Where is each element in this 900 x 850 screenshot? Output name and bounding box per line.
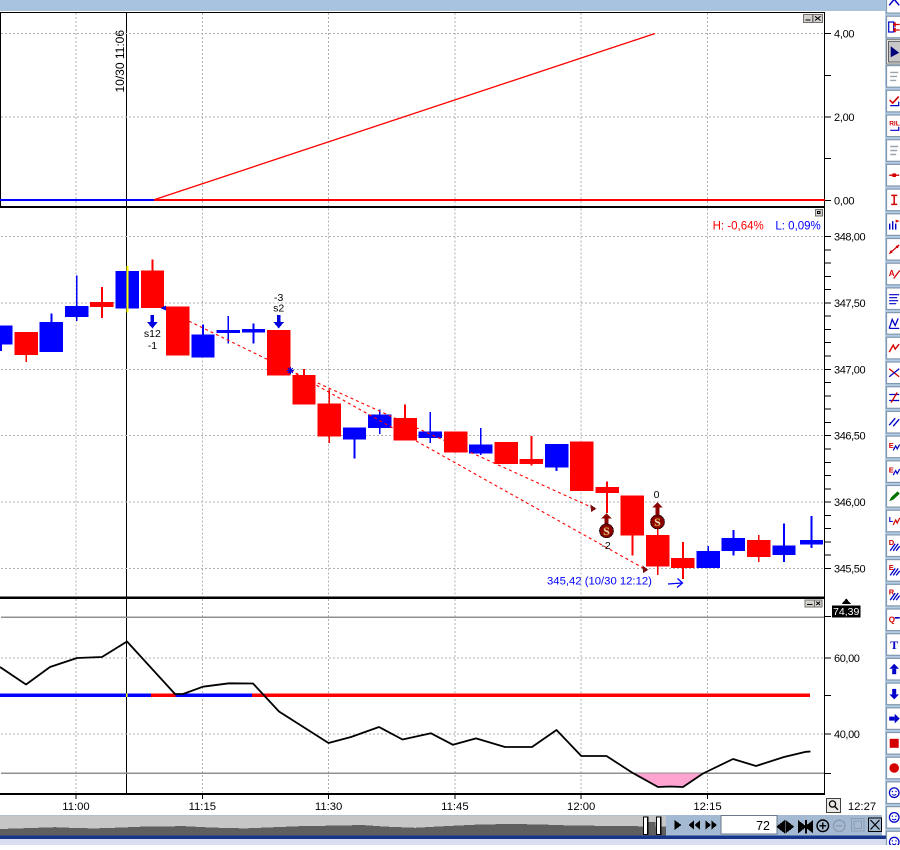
svg-text:12:15: 12:15	[693, 801, 721, 813]
svg-text:S: S	[603, 526, 609, 538]
svg-text:11:30: 11:30	[315, 801, 342, 813]
svg-text:12:00: 12:00	[567, 801, 595, 813]
svg-text:A: A	[889, 269, 895, 278]
svg-text:-2: -2	[601, 540, 610, 552]
svg-text:345,42 (10/30 12:12): 345,42 (10/30 12:12)	[547, 576, 652, 588]
svg-text:60,00: 60,00	[834, 653, 860, 665]
svg-text:S: S	[654, 517, 660, 529]
svg-text:-1: -1	[148, 340, 157, 352]
svg-text:s2: s2	[273, 303, 284, 315]
svg-text:T: T	[890, 638, 898, 652]
svg-text:11:45: 11:45	[441, 801, 468, 813]
svg-text:11:15: 11:15	[189, 801, 216, 813]
svg-text:H: -0,64%: H: -0,64%	[713, 221, 764, 233]
svg-text:s12: s12	[144, 328, 161, 340]
svg-text:11:00: 11:00	[62, 801, 89, 813]
svg-text:346,00: 346,00	[834, 497, 866, 509]
svg-text:L: 0,09%: L: 0,09%	[775, 221, 820, 233]
svg-text:10/30 11:06: 10/30 11:06	[113, 30, 127, 93]
svg-text:345,50: 345,50	[834, 564, 866, 576]
svg-text:40,00: 40,00	[834, 729, 860, 741]
svg-text:E: E	[889, 466, 894, 475]
svg-text:L: L	[889, 515, 894, 524]
svg-text:348,00: 348,00	[834, 232, 866, 244]
svg-text:2,00: 2,00	[834, 112, 854, 124]
svg-text:74,39: 74,39	[833, 606, 859, 618]
svg-text:72: 72	[756, 819, 770, 833]
svg-text:0,00: 0,00	[834, 196, 854, 208]
svg-text:346,50: 346,50	[834, 431, 866, 443]
svg-text:4,00: 4,00	[834, 29, 854, 41]
svg-text:RIL: RIL	[889, 120, 900, 127]
svg-text:347,50: 347,50	[834, 298, 866, 310]
svg-text:347,00: 347,00	[834, 364, 866, 376]
svg-text:Q: Q	[889, 615, 895, 624]
svg-text:E: E	[889, 441, 894, 450]
svg-text:12:27: 12:27	[848, 801, 876, 813]
svg-text:0: 0	[654, 489, 660, 501]
